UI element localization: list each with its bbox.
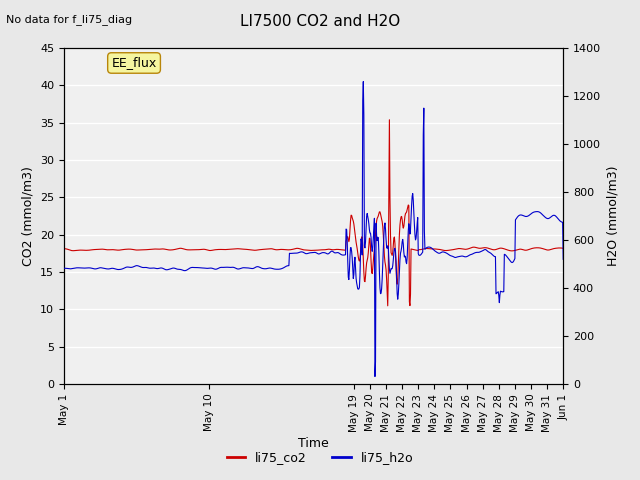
Legend: li75_co2, li75_h2o: li75_co2, li75_h2o (221, 446, 419, 469)
Text: LI7500 CO2 and H2O: LI7500 CO2 and H2O (240, 14, 400, 29)
X-axis label: Time: Time (298, 437, 329, 450)
Text: No data for f_li75_diag: No data for f_li75_diag (6, 14, 132, 25)
Text: EE_flux: EE_flux (111, 57, 157, 70)
Y-axis label: H2O (mmol/m3): H2O (mmol/m3) (607, 166, 620, 266)
Y-axis label: CO2 (mmol/m3): CO2 (mmol/m3) (22, 166, 35, 266)
